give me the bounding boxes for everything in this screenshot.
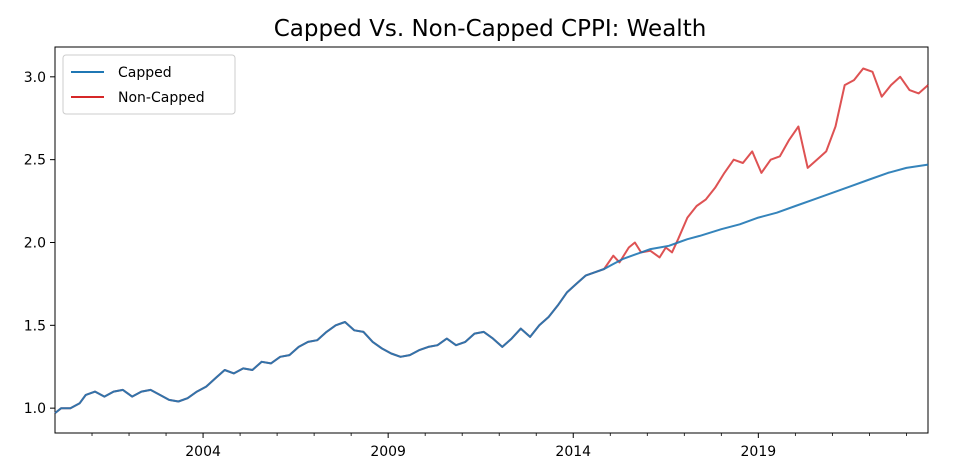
y-tick-label: 2.0 <box>24 235 46 251</box>
x-tick-label: 2009 <box>370 444 406 460</box>
x-tick-label: 2004 <box>185 444 221 460</box>
chart-title: Capped Vs. Non-Capped CPPI: Wealth <box>274 16 707 42</box>
axis-layer: 1.0 1.5 2.0 2.5 3.0 2004 2009 2014 2019 <box>24 70 907 460</box>
series-layer <box>54 67 929 414</box>
legend-label-non-capped: Non-Capped <box>118 90 205 106</box>
series-line-non-capped <box>54 67 929 414</box>
y-tick-label: 2.5 <box>24 153 46 169</box>
plot-frame <box>54 46 929 434</box>
y-tick-label: 3.0 <box>24 70 46 86</box>
legend-box <box>62 54 236 115</box>
x-tick-label: 2014 <box>555 444 591 460</box>
x-tick-label: 2019 <box>741 444 777 460</box>
legend-label-capped: Capped <box>118 65 172 81</box>
legend: Capped Non-Capped <box>62 54 236 115</box>
series-line-capped <box>54 163 929 414</box>
y-tick-label: 1.0 <box>24 401 46 417</box>
y-tick-label: 1.5 <box>24 318 46 334</box>
